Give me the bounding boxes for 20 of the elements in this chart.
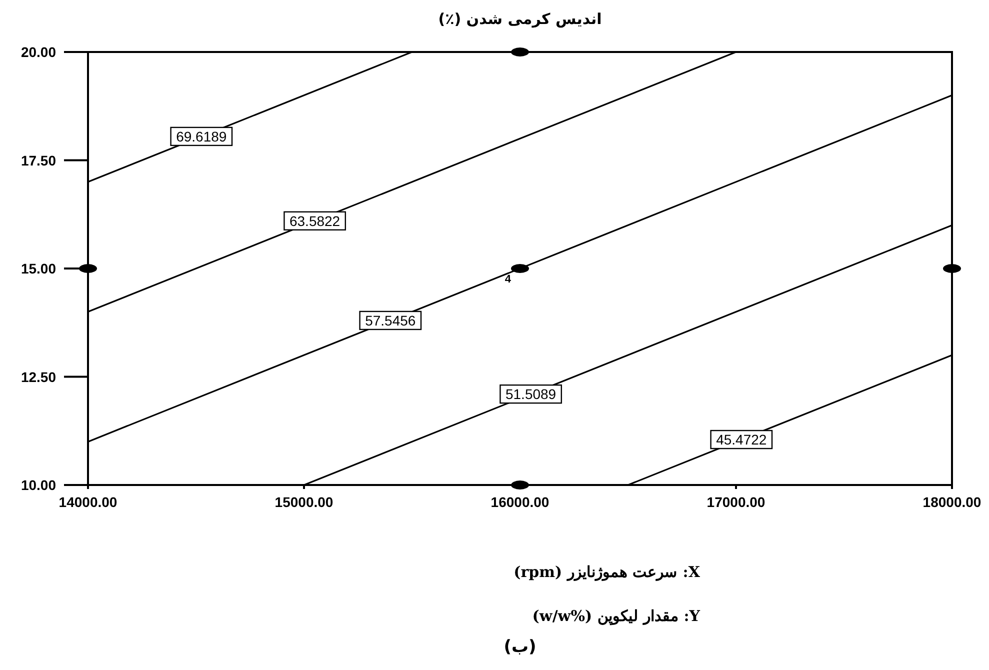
annotation: 4 [504,274,512,286]
y-tick-label: 20.00 [20,44,56,60]
x-tick-label: 18000.00 [922,494,982,510]
text: (ب) [504,637,536,657]
text: Y: مقدار لیکوپن (%w/w) [532,607,700,626]
y-tick-label: 15.00 [20,260,56,276]
x-tick-label: 17000.00 [706,494,766,510]
y-tick-label: 10.00 [20,477,56,493]
x-tick-label: 15000.00 [274,494,334,510]
y-tick-label: 12.50 [20,368,56,385]
series-label: 45.4722 [716,432,767,448]
x-axis-title: X: سرعت هموژنایزر (rpm) [514,563,700,581]
chart-title: اندیس کرمی شدن (٪) [438,10,602,28]
x-tick-label: 16000.00 [490,494,550,510]
series-label: 63.5822 [289,212,340,229]
x-tick-label: 14000.00 [58,494,118,510]
y-tick-label: 17.50 [20,152,56,168]
series-label: 57.5456 [365,312,416,328]
series-label: 69.6189 [176,128,227,144]
series-label: 51.5089 [505,386,556,402]
